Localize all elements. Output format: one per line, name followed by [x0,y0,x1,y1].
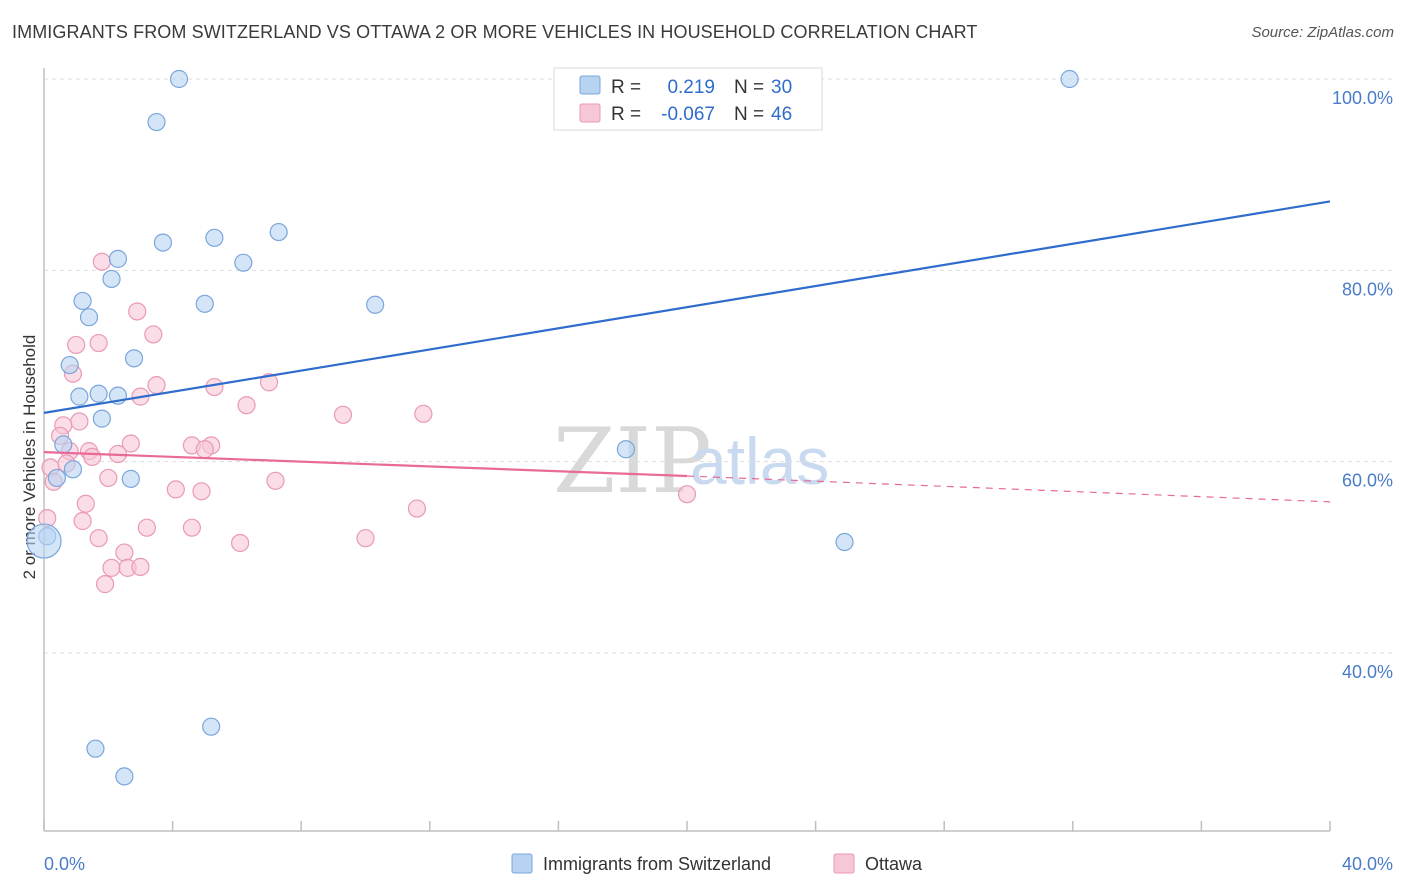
data-point [63,460,83,479]
data-point [89,529,108,548]
trend-line-switzerland [43,200,1331,414]
data-point [407,499,427,518]
data-point [121,434,140,453]
data-point [83,447,102,466]
series-legend-swatch-pink [833,853,855,874]
data-point [131,557,150,577]
y-tick-labels: 40.0% 60.0% 80.0% 100.0% [1332,88,1393,682]
data-point [95,575,115,594]
legend-n-label-2: N = [734,104,764,125]
legend-n-label-1: N = [734,77,764,98]
x-tick-label: 40.0% [1342,854,1393,874]
data-point [128,302,147,321]
data-point [108,249,128,268]
data-point [47,468,66,488]
data-point [26,523,62,559]
legend-swatch-pink [579,103,601,123]
data-point [234,253,253,272]
data-point [73,291,92,311]
series-legend: Immigrants from Switzerland Ottawa [511,853,923,874]
y-tick-label: 40.0% [1342,662,1393,682]
data-point [269,222,288,242]
correlation-legend: R = 0.219 N = 30 R = -0.067 N = 46 [553,67,823,131]
trend-line-ottawa [43,451,688,478]
data-point [414,404,433,423]
data-point [102,558,121,577]
data-point [70,412,89,431]
data-point [205,377,224,397]
data-point [166,480,185,499]
data-point [92,252,111,271]
data-point [153,233,173,252]
data-point [70,387,89,406]
data-point [115,767,134,786]
data-point [182,518,201,537]
data-point [121,469,140,488]
data-point [237,396,256,415]
legend-r-label-1: R = [611,77,641,98]
trend-line-ottawa-extrapolated [686,475,1331,503]
gridlines [44,78,1393,654]
watermark-atlas: atlas [690,424,829,498]
x-tick-label: 0.0% [44,854,85,874]
x-tick-labels: 0.0% 40.0% [44,854,1393,874]
page-title: IMMIGRANTS FROM SWITZERLAND VS OTTAWA 2 … [12,22,978,42]
data-point [205,228,224,247]
data-point [356,529,375,548]
data-point [89,333,108,353]
data-point [99,468,118,488]
axes [43,68,1331,832]
data-point [54,435,73,454]
data-point [169,69,189,89]
data-point [67,335,86,355]
data-point [366,295,385,314]
data-point [102,269,121,289]
y-tick-label: 80.0% [1342,279,1393,299]
data-point [195,294,214,313]
legend-swatch-blue [579,75,601,95]
legend-r-label-2: R = [611,104,641,125]
y-tick-label: 60.0% [1342,471,1393,491]
data-point [195,440,214,459]
legend-n-value-1: 30 [771,77,792,98]
data-point [259,373,279,392]
series-legend-label-blue: Immigrants from Switzerland [543,854,771,874]
data-point [147,112,166,132]
series-legend-swatch-blue [511,853,533,874]
y-tick-label: 100.0% [1332,88,1393,108]
data-point [89,384,108,403]
data-point [60,355,79,375]
legend-n-value-2: 46 [771,104,792,125]
data-point [137,518,156,537]
series-legend-label-pink: Ottawa [865,854,923,874]
data-point [1060,69,1079,89]
y-axis-label: 2 or more Vehicles in Household [20,335,39,580]
source-credit: Source: ZipAtlas.com [1251,24,1394,41]
data-point [333,405,353,424]
data-points [26,69,1079,786]
data-point [231,533,250,553]
data-point [92,409,111,428]
data-point [124,349,144,368]
data-point [192,482,211,501]
data-point [147,376,166,395]
data-point [115,543,134,562]
data-point [73,511,92,531]
data-point [266,471,285,490]
data-point [677,485,697,504]
data-point [616,440,636,459]
legend-r-value-1: 0.219 [667,77,715,98]
series-ottawa [38,252,697,594]
data-point [202,717,221,736]
series-switzerland [26,69,1079,786]
data-point [79,308,99,327]
legend-r-value-2: -0.067 [661,104,715,125]
data-point [86,739,105,758]
data-point [835,532,854,552]
data-point [144,325,163,344]
data-point [76,494,95,513]
trend-lines [43,200,1331,503]
